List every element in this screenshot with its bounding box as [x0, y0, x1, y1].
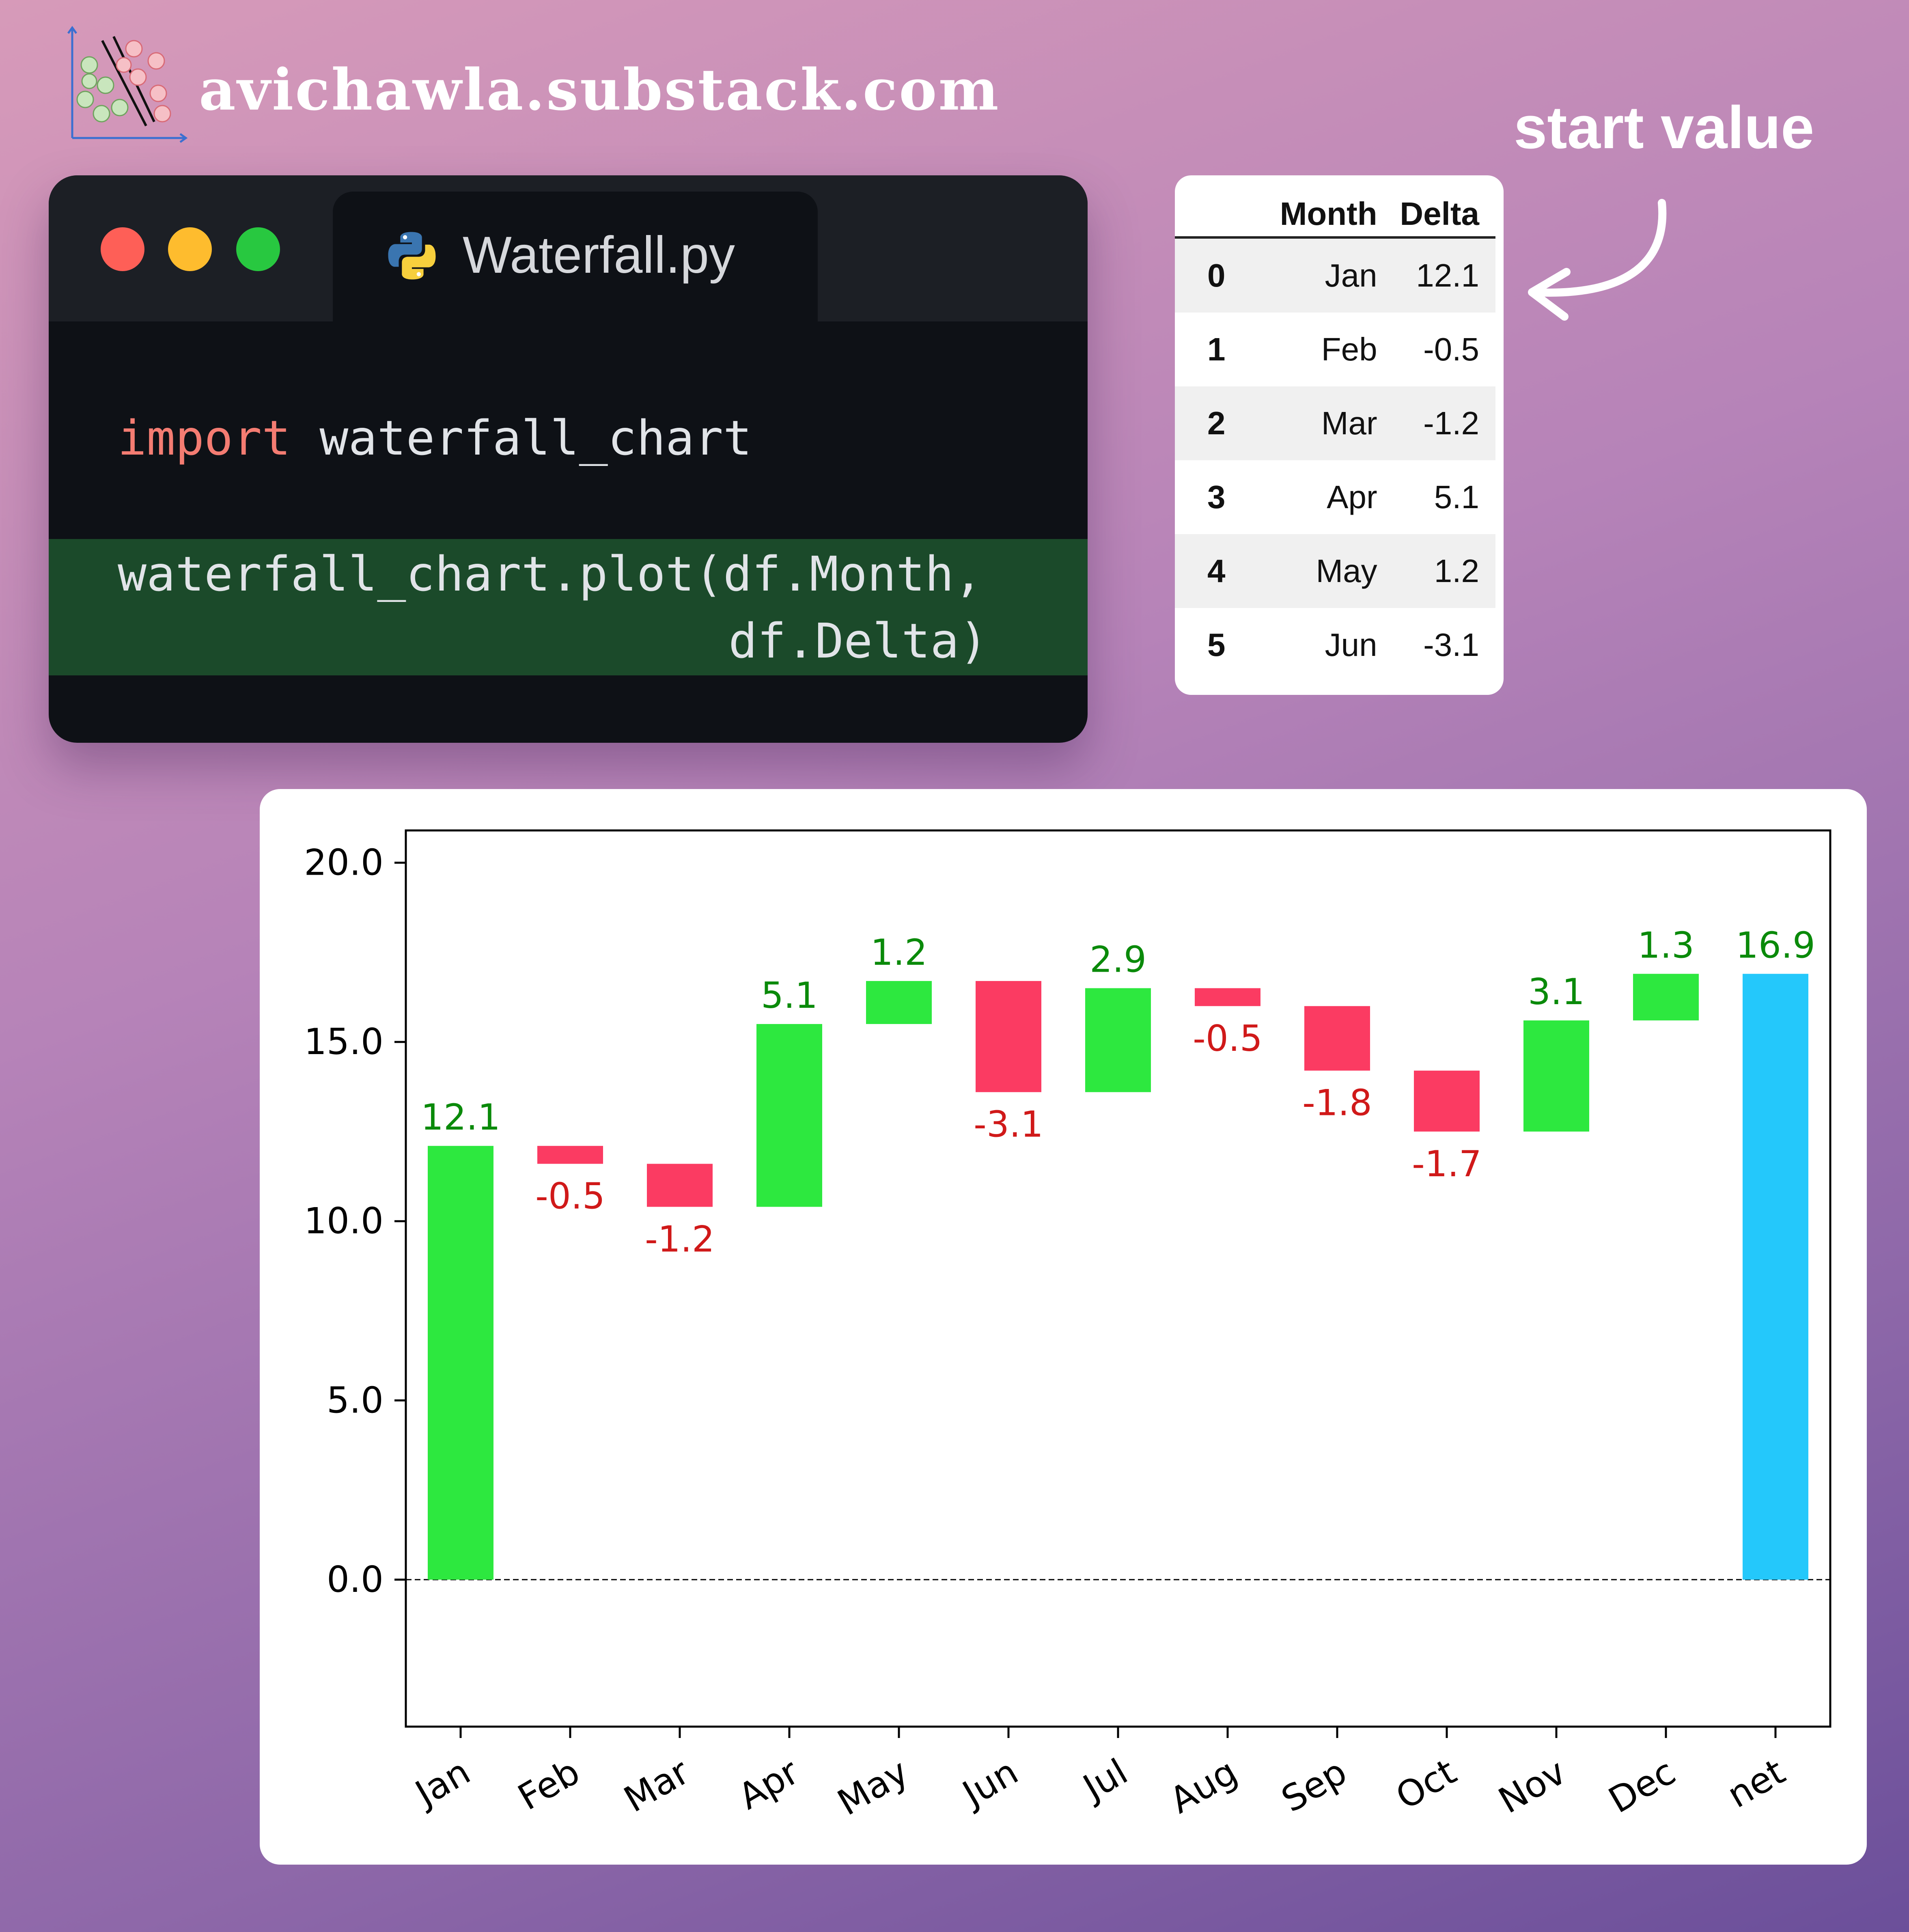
x-tick-label: Jun	[954, 1751, 1025, 1816]
bar-value-label: -1.8	[1302, 1082, 1372, 1124]
y-tick-label: 15.0	[304, 1021, 384, 1063]
waterfall-bar	[1633, 974, 1699, 1021]
table-cell-delta: -0.5	[1423, 331, 1479, 367]
table-cell-index: 3	[1207, 479, 1226, 515]
x-tick-label: Nov	[1491, 1751, 1573, 1822]
x-tick-label: May	[830, 1751, 915, 1824]
x-tick-label: Oct	[1389, 1751, 1463, 1818]
table-header-row: Month Delta	[1175, 192, 1495, 239]
table-cell-month: Feb	[1321, 331, 1377, 367]
table-cell-index: 0	[1175, 237, 1272, 313]
tab-title: Waterfall.py	[463, 226, 735, 284]
table-cell-index: 5	[1207, 627, 1226, 663]
bar-value-label: -3.1	[974, 1104, 1043, 1145]
waterfall-bar	[1304, 1006, 1370, 1071]
scatter-plot-logo-icon	[67, 26, 188, 143]
module-name: waterfall_chart	[319, 410, 752, 466]
keyword-import: import	[118, 410, 291, 466]
bar-value-label: -0.5	[535, 1175, 605, 1217]
bar-value-label: 2.9	[1090, 939, 1146, 981]
table-header-index	[1175, 192, 1272, 239]
code-line-import: import waterfall_chart	[118, 410, 752, 466]
bar-value-label: -1.7	[1412, 1143, 1482, 1185]
table-row: 1 Feb -0.5	[1175, 313, 1495, 386]
bar-value-label: 3.1	[1528, 971, 1585, 1013]
waterfall-bar	[537, 1146, 603, 1164]
table-cell-index: 2	[1175, 386, 1272, 460]
table-cell-month: Jun	[1325, 627, 1377, 663]
table-cell-delta: 12.1	[1393, 237, 1495, 313]
waterfall-bar	[1523, 1020, 1589, 1132]
table-row: 2 Mar -1.2	[1175, 386, 1495, 460]
table-cell-delta: -3.1	[1423, 627, 1479, 663]
waterfall-bar	[1195, 988, 1260, 1006]
table-cell-index: 1	[1207, 331, 1226, 367]
close-window-dot[interactable]	[101, 227, 144, 271]
dataframe-table-card: Month Delta 0 Jan 12.1 1 Feb -0.5 2 Mar …	[1175, 175, 1504, 695]
bar-value-label: -1.2	[645, 1218, 715, 1260]
y-tick-label: 20.0	[304, 841, 384, 883]
code-line-call-1: waterfall_chart.plot(df.Month,	[118, 546, 983, 602]
waterfall-bar	[866, 981, 932, 1024]
table-cell-month: May	[1272, 534, 1394, 608]
waterfall-bar	[1414, 1070, 1480, 1132]
table-cell-delta: 1.2	[1393, 534, 1495, 608]
table-row: 3 Apr 5.1	[1175, 460, 1495, 534]
bar-value-label: 16.9	[1736, 924, 1815, 966]
waterfall-bar	[756, 1024, 822, 1207]
waterfall-bar	[976, 981, 1041, 1092]
waterfall-chart-card: 0.0 5.0 10.0 15.0 20.0 12.1 Jan -0.5 Feb -1.2 Mar 5…	[260, 789, 1867, 1865]
table-cell-month: Mar	[1272, 386, 1394, 460]
table-row: 0 Jan 12.1	[1175, 237, 1495, 313]
table-header-delta: Delta	[1393, 192, 1495, 239]
x-tick-label: Jul	[1075, 1751, 1135, 1809]
dataframe-table: Month Delta 0 Jan 12.1 1 Feb -0.5 2 Mar …	[1175, 192, 1495, 682]
bar-value-label: 1.3	[1638, 924, 1694, 966]
minimize-window-dot[interactable]	[168, 227, 212, 271]
x-tick-label: Jan	[407, 1751, 477, 1816]
table-cell-index: 4	[1175, 534, 1272, 608]
table-cell-delta: 5.1	[1434, 479, 1479, 515]
python-icon	[388, 232, 436, 280]
x-tick-label: Mar	[617, 1751, 696, 1821]
table-header-month: Month	[1272, 192, 1394, 239]
bar-value-label: -0.5	[1193, 1018, 1263, 1059]
x-tick-label: Aug	[1163, 1751, 1244, 1822]
code-line-call-2: df.Delta)	[728, 613, 988, 669]
x-tick-label: Apr	[731, 1751, 806, 1818]
x-tick-label: Dec	[1602, 1751, 1683, 1821]
file-tab[interactable]	[333, 192, 818, 321]
bar-value-label: 12.1	[421, 1096, 500, 1138]
waterfall-bar	[428, 1146, 493, 1580]
bar-value-label: 5.1	[761, 975, 818, 1016]
brand-site-text: avichawla.substack.com	[199, 57, 1000, 123]
y-tick-label: 5.0	[327, 1379, 384, 1421]
y-tick-label: 0.0	[327, 1559, 384, 1600]
x-tick-label: net	[1720, 1751, 1792, 1816]
waterfall-bar	[647, 1164, 713, 1207]
waterfall-chart: 0.0 5.0 10.0 15.0 20.0 12.1 Jan -0.5 Feb -1.2 Mar 5…	[304, 829, 1831, 1824]
table-row: 4 May 1.2	[1175, 534, 1495, 608]
x-tick-label: Feb	[511, 1751, 586, 1818]
table-cell-delta: -1.2	[1393, 386, 1495, 460]
start-value-annotation: start value	[1514, 94, 1814, 161]
waterfall-bar	[1085, 988, 1151, 1092]
curved-arrow-icon	[1528, 199, 1667, 321]
table-cell-month: Jan	[1272, 237, 1394, 313]
x-tick-label: Sep	[1274, 1751, 1353, 1820]
maximize-window-dot[interactable]	[236, 227, 280, 271]
net-bar	[1743, 974, 1808, 1580]
table-cell-month: Apr	[1327, 479, 1377, 515]
table-row: 5 Jun -3.1	[1175, 608, 1495, 682]
y-tick-label: 10.0	[304, 1200, 384, 1242]
bar-value-label: 1.2	[870, 932, 927, 973]
highlighted-code-block	[49, 539, 1088, 675]
